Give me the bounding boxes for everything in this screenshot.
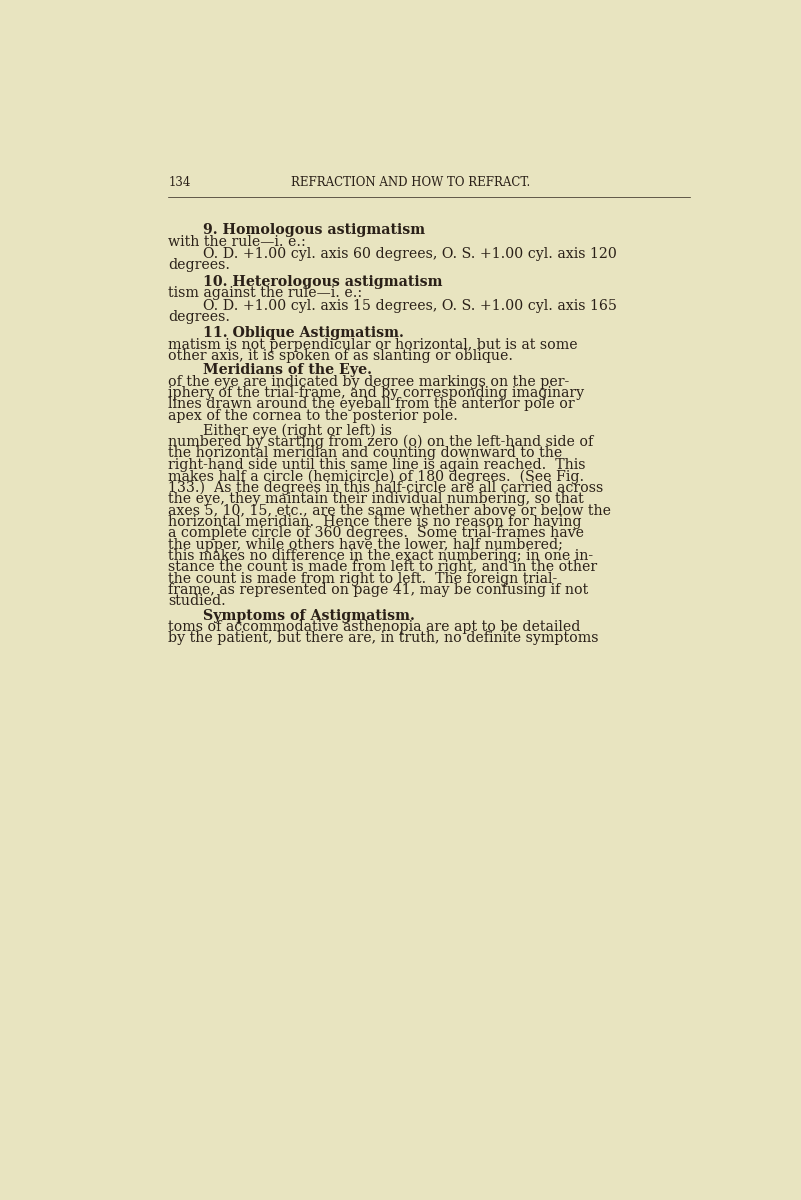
Text: 133.)  As the degrees in this half-circle are all carried across: 133.) As the degrees in this half-circle… xyxy=(168,480,604,494)
Text: other axis, it is spoken of as slanting or oblique.: other axis, it is spoken of as slanting … xyxy=(168,349,513,364)
Text: the eye, they maintain their individual numbering, so that: the eye, they maintain their individual … xyxy=(168,492,584,506)
Text: a complete circle of 360 degrees.  Some trial-frames have: a complete circle of 360 degrees. Some t… xyxy=(168,526,585,540)
Text: 11. Oblique Astigmatism.: 11. Oblique Astigmatism. xyxy=(203,326,404,341)
Text: studied.: studied. xyxy=(168,594,226,608)
Text: stance the count is made from left to right, and in the other: stance the count is made from left to ri… xyxy=(168,560,598,575)
Text: apex of the cornea to the posterior pole.: apex of the cornea to the posterior pole… xyxy=(168,409,458,422)
Text: this makes no difference in the exact numbering; in one in-: this makes no difference in the exact nu… xyxy=(168,548,594,563)
Text: degrees.: degrees. xyxy=(168,311,231,324)
Text: toms of accommodative asthenopia are apt to be detailed: toms of accommodative asthenopia are apt… xyxy=(168,620,581,634)
Text: 134: 134 xyxy=(168,176,191,190)
Text: axes 5, 10, 15, etc., are the same whether above or below the: axes 5, 10, 15, etc., are the same wheth… xyxy=(168,503,611,517)
Text: horizontal meridian.  Hence there is no reason for having: horizontal meridian. Hence there is no r… xyxy=(168,515,582,529)
Text: O. D. +1.00 cyl. axis 60 degrees, O. S. +1.00 cyl. axis 120: O. D. +1.00 cyl. axis 60 degrees, O. S. … xyxy=(203,247,617,262)
Text: REFRACTION AND HOW TO REFRACT.: REFRACTION AND HOW TO REFRACT. xyxy=(291,176,530,190)
Text: Symptoms of Astigmatism.: Symptoms of Astigmatism. xyxy=(203,608,414,623)
Text: by the patient, but there are, in truth, no definite symptoms: by the patient, but there are, in truth,… xyxy=(168,631,599,646)
Text: of the eye are indicated by degree markings on the per-: of the eye are indicated by degree marki… xyxy=(168,374,570,389)
Text: 9. Homologous astigmatism: 9. Homologous astigmatism xyxy=(203,223,425,238)
Text: with the rule—i. e.:: with the rule—i. e.: xyxy=(168,234,306,248)
Text: frame, as represented on page 41, may be confusing if not: frame, as represented on page 41, may be… xyxy=(168,583,589,598)
Text: numbered by starting from zero (o) on the left-hand side of: numbered by starting from zero (o) on th… xyxy=(168,436,594,449)
Text: matism is not perpendicular or horizontal, but is at some: matism is not perpendicular or horizonta… xyxy=(168,337,578,352)
Text: iphery of the trial-frame, and by corresponding imaginary: iphery of the trial-frame, and by corres… xyxy=(168,386,585,400)
Text: makes half a circle (hemicircle) of 180 degrees.  (See Fig.: makes half a circle (hemicircle) of 180 … xyxy=(168,469,585,484)
Text: Meridians of the Eye.: Meridians of the Eye. xyxy=(203,364,372,377)
Text: 10. Heterologous astigmatism: 10. Heterologous astigmatism xyxy=(203,275,442,289)
Text: the upper, while others have the lower, half numbered;: the upper, while others have the lower, … xyxy=(168,538,563,552)
Text: tism against the rule—i. e.:: tism against the rule—i. e.: xyxy=(168,287,363,300)
Text: Either eye (right or left) is: Either eye (right or left) is xyxy=(203,424,396,438)
Text: lines drawn around the eyeball from the anterior pole or: lines drawn around the eyeball from the … xyxy=(168,397,575,412)
Text: right-hand side until this same line is again reached.  This: right-hand side until this same line is … xyxy=(168,457,586,472)
Text: O. D. +1.00 cyl. axis 15 degrees, O. S. +1.00 cyl. axis 165: O. D. +1.00 cyl. axis 15 degrees, O. S. … xyxy=(203,299,617,313)
Text: degrees.: degrees. xyxy=(168,258,231,272)
Text: the horizontal meridian and counting downward to the: the horizontal meridian and counting dow… xyxy=(168,446,562,461)
Text: the count is made from right to left.  The foreign trial-: the count is made from right to left. Th… xyxy=(168,571,557,586)
